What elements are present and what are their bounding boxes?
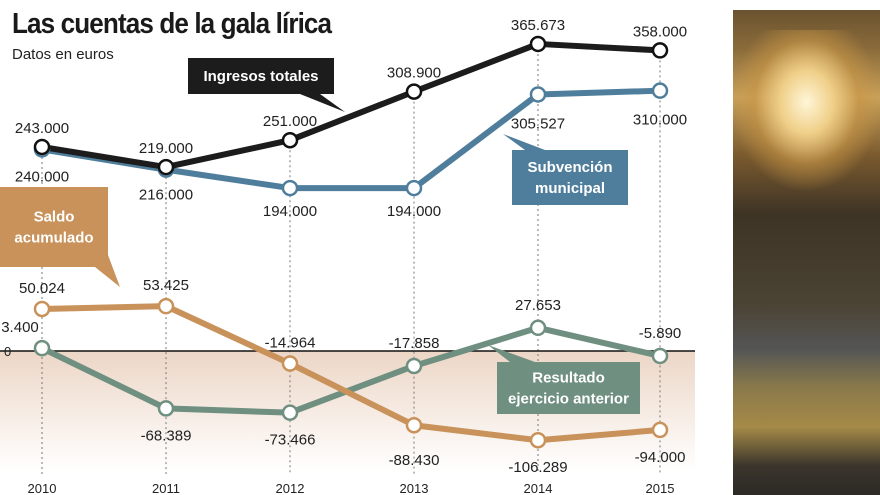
callout-label: acumulado [14, 230, 93, 247]
data-point [33, 300, 51, 318]
data-point [405, 416, 423, 434]
data-label: 358.000 [633, 23, 687, 40]
callout-label: municipal [535, 180, 605, 197]
callout-label: Subvención [527, 159, 612, 176]
data-label: -17.858 [389, 335, 440, 352]
data-label: -5.890 [639, 325, 682, 342]
data-label: -88.430 [389, 452, 440, 469]
data-label: 194.000 [263, 203, 317, 220]
data-point [529, 35, 547, 53]
data-label: 194.000 [387, 203, 441, 220]
callout-label: Resultado [532, 370, 605, 387]
data-point [157, 158, 175, 176]
data-point [651, 347, 669, 365]
data-point [405, 179, 423, 197]
data-point [281, 404, 299, 421]
data-point [33, 339, 51, 357]
data-label: 251.000 [263, 113, 317, 130]
callout-label: Saldo [34, 209, 75, 226]
x-tick-label: 2010 [28, 481, 57, 495]
data-point [33, 138, 51, 156]
data-label: -68.389 [141, 427, 192, 444]
data-label: 310.000 [633, 112, 687, 129]
series-line-0 [41, 40, 661, 171]
chandelier [733, 30, 880, 190]
data-point [529, 86, 547, 103]
callout-box [188, 58, 334, 94]
data-label: 305.527 [511, 115, 565, 132]
callout-box [0, 187, 108, 267]
callout-label: ejercicio anterior [508, 391, 629, 408]
data-label: 308.900 [387, 65, 441, 82]
data-label: 50.024 [19, 280, 65, 297]
series-line-2 [41, 303, 661, 444]
x-tick-label: 2014 [524, 481, 553, 495]
data-label: -106.289 [508, 459, 567, 476]
theater-photo [733, 10, 880, 495]
callout-box [497, 362, 640, 414]
data-label: 27.653 [515, 297, 561, 314]
callout-pointer [503, 134, 545, 150]
data-label: -73.466 [265, 432, 316, 449]
data-label: 219.000 [139, 140, 193, 157]
data-point [405, 83, 423, 100]
data-label: 53.425 [143, 277, 189, 294]
data-point [529, 431, 547, 449]
callout-box [512, 150, 628, 205]
data-point [281, 131, 299, 149]
data-label: 365.673 [511, 17, 565, 34]
data-label: -94.000 [635, 449, 686, 466]
data-label: -14.964 [265, 335, 316, 352]
data-point [405, 357, 423, 375]
callout-pointer [300, 94, 345, 112]
data-label: 243.000 [15, 120, 69, 137]
data-point [529, 319, 547, 337]
chart-title: Las cuentas de la gala lírica [12, 8, 332, 40]
callout-pointer [488, 345, 535, 362]
data-label: 3.400 [1, 319, 39, 336]
data-point [651, 421, 669, 439]
data-point [281, 355, 299, 372]
data-label: 240.000 [15, 168, 69, 185]
x-tick-label: 2011 [152, 481, 180, 495]
data-point [651, 42, 669, 59]
y-zero-label: 0 [4, 344, 11, 359]
data-point [281, 179, 299, 197]
data-point [651, 82, 669, 99]
x-tick-label: 2015 [646, 481, 675, 495]
x-tick-label: 2013 [400, 481, 429, 495]
x-tick-label: 2012 [276, 481, 305, 495]
data-point [157, 400, 175, 417]
data-label: 216.000 [139, 187, 193, 204]
callout-label: Ingresos totales [203, 68, 318, 85]
series-line-3 [40, 324, 661, 416]
chart-subtitle: Datos en euros [12, 46, 114, 63]
data-point [157, 297, 175, 315]
